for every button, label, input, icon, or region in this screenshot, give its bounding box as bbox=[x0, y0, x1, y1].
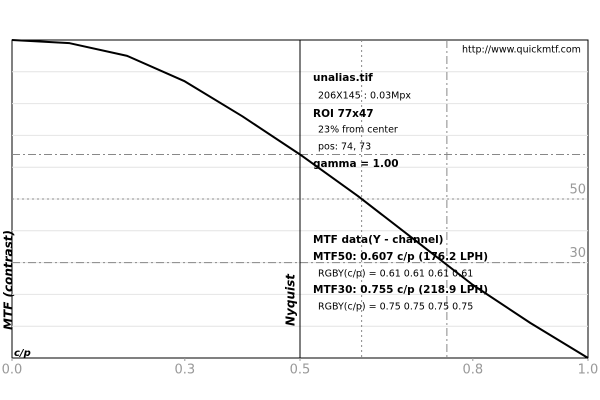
y-tick-label: 50 bbox=[569, 183, 586, 198]
y-tick-label: 30 bbox=[569, 246, 586, 261]
annotation: unalias.tif bbox=[313, 72, 373, 84]
annotation: pos: 74, 73 bbox=[318, 142, 371, 153]
x-tick-label: 1.0 bbox=[578, 363, 599, 378]
x-axis-label: c/p bbox=[14, 348, 31, 359]
annotation: 206X145 : 0.03Mpx bbox=[318, 91, 411, 102]
x-tick-label: 0.3 bbox=[174, 363, 195, 378]
nyquist-label: Nyquist bbox=[284, 273, 298, 326]
annotation: gamma = 1.00 bbox=[313, 158, 399, 170]
y-axis-label: MTF (contrast) bbox=[2, 230, 16, 330]
annotation: 23% from center bbox=[318, 125, 398, 136]
x-tick-label: 0.5 bbox=[290, 363, 311, 378]
annotation: RGBY(c/p) = 0.61 0.61 0.61 0.61 bbox=[318, 269, 473, 280]
annotation: MTF data(Y - channel) bbox=[313, 234, 443, 246]
x-tick-label: 0.0 bbox=[2, 363, 23, 378]
mtf-curve bbox=[11, 39, 589, 359]
annotation: RGBY(c/p) = 0.75 0.75 0.75 0.75 bbox=[318, 302, 473, 313]
x-tick-label: 0.8 bbox=[462, 363, 483, 378]
annotation: MTF30: 0.755 c/p (218.9 LPH) bbox=[313, 284, 488, 296]
annotation: http://www.quickmtf.com bbox=[462, 45, 581, 56]
annotation: MTF50: 0.607 c/p (176.2 LPH) bbox=[313, 251, 488, 263]
annotation: ROI 77x47 bbox=[313, 108, 374, 120]
